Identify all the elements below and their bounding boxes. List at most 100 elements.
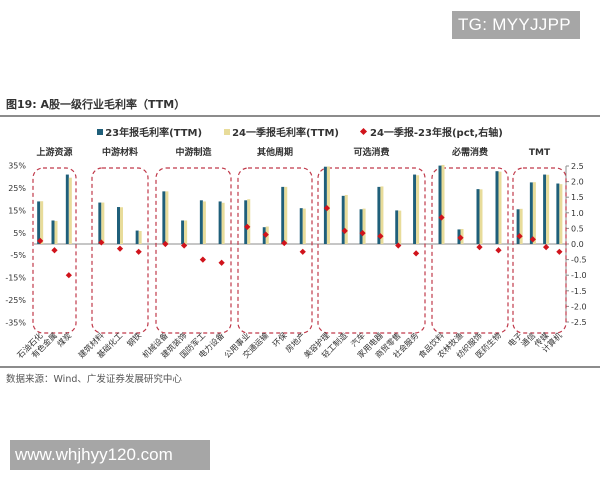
bar-23-annual [341, 195, 345, 244]
group-box [32, 167, 77, 334]
bar-23-annual [476, 189, 480, 244]
bar-24-q1 [184, 220, 188, 244]
bar-23-annual [98, 202, 102, 244]
legend-item-series1: 23年报毛利率(TTM) [97, 124, 202, 139]
group-box [237, 167, 313, 334]
diamond-change-marker [438, 214, 445, 221]
diamond-change-marker [162, 240, 169, 248]
bar-23-annual [516, 209, 520, 244]
bar-23-annual [377, 186, 381, 244]
diamond-change-marker [299, 248, 306, 255]
bar-23-annual [395, 210, 399, 244]
group-box [91, 167, 149, 334]
bar-24-q1 [284, 186, 288, 244]
figure-title: 图19: A股一级行业毛利率（TTM） [6, 98, 186, 111]
bar-24-q1 [559, 184, 563, 244]
y-left-tick-label: -35% [5, 318, 26, 327]
bar-23-annual [495, 171, 499, 244]
bar-23-annual [543, 174, 547, 244]
bar-23-annual [281, 186, 285, 244]
bar-23-annual [438, 165, 442, 244]
bar-23-annual [299, 208, 303, 244]
bar-24-q1 [398, 210, 402, 244]
group-box [317, 167, 426, 334]
diamond-change-marker [476, 244, 483, 251]
y-right-tick-label: 1.0 [571, 209, 584, 218]
bar-24-q1 [40, 201, 44, 244]
diamond-change-marker [281, 239, 288, 247]
watermark-top: TG: MYYJJPP [452, 11, 580, 39]
y-right-tick-label: -1.0 [571, 271, 587, 280]
y-right-tick-label: -2.5 [571, 318, 587, 327]
y-right-tick-label: -2.0 [571, 302, 587, 311]
group-box [512, 167, 567, 334]
y-left-tick-label: 25% [8, 184, 26, 193]
diamond-change-marker [218, 259, 225, 266]
data-source-note: 数据来源：Wind、广发证券发展研究中心 [6, 374, 182, 385]
bar-24-q1 [362, 208, 366, 244]
title-divider [0, 115, 600, 117]
group-label: 中游制造 [175, 146, 212, 158]
bar-23-annual [359, 209, 363, 244]
y-left-tick-label: 35% [8, 162, 26, 171]
legend-diamond-icon [359, 127, 368, 136]
bar-24-q1 [120, 207, 123, 244]
diamond-change-marker [116, 245, 124, 252]
bar-24-q1 [479, 189, 483, 244]
bar-24-q1 [344, 194, 348, 244]
category-label: 煤炭 [55, 330, 73, 348]
bar-23-annual [135, 230, 139, 244]
bottom-divider [0, 366, 600, 368]
group-label: 其他周期 [257, 146, 293, 158]
category-label: 钢铁 [125, 330, 143, 348]
diamond-change-marker [341, 227, 348, 235]
y-right-tick-label: 1.5 [571, 193, 584, 202]
legend-label-series2: 24一季报毛利率(TTM) [232, 128, 339, 139]
group-label: 可选消费 [353, 146, 389, 158]
y-right-tick-label: -0.5 [571, 256, 587, 265]
y-left-tick-label: 15% [8, 206, 26, 215]
y-left-tick-label: -25% [5, 296, 26, 305]
bar-chart: 35% 25% 15% 5% -5% -15% -25% -35% 2.5 2.0 1.5 1.0 0.… [5, 146, 587, 360]
y-right-tick-label: -1.5 [571, 287, 587, 296]
bar-24-q1 [54, 220, 58, 244]
bar-24-q1 [202, 201, 206, 244]
diamond-change-marker [543, 244, 550, 251]
diamond-change-marker [412, 250, 420, 257]
legend-item-series2: 24一季报毛利率(TTM) [224, 124, 339, 139]
group-box [431, 167, 509, 334]
bar-23-annual [117, 207, 120, 244]
group-label: 中游材料 [102, 146, 138, 158]
diamond-change-marker [65, 272, 72, 279]
diamond-change-marker [51, 247, 58, 254]
bar-24-q1 [416, 175, 420, 244]
legend-item-series3: 24一季报-23年报(pct,右轴) [359, 124, 503, 139]
diamond-change-marker [199, 256, 206, 263]
category-label: 房地产 [283, 330, 307, 354]
diamond-change-marker [457, 234, 464, 241]
legend-swatch-series1 [97, 128, 104, 135]
y-left-tick-label: -15% [5, 274, 26, 283]
chart-legend: 23年报毛利率(TTM) 24一季报毛利率(TTM) 24一季报-23年报(pc… [0, 124, 600, 139]
y-left-tick-label: -5% [10, 251, 26, 260]
diamond-change-marker [135, 248, 142, 255]
legend-label-series3: 24一季报-23年报(pct,右轴) [369, 128, 503, 139]
bar-24-q1 [165, 191, 169, 244]
bar-23-annual [51, 220, 55, 244]
y-right-tick-label: 2.0 [571, 178, 584, 187]
bar-23-annual [181, 220, 185, 244]
legend-swatch-series2 [224, 128, 231, 135]
diamond-change-marker [556, 248, 563, 255]
group-label: TMT [529, 148, 551, 158]
bar-24-q1 [247, 199, 251, 244]
bar-23-annual [413, 174, 417, 244]
diamond-change-marker [181, 242, 188, 249]
bar-24-q1 [101, 202, 105, 244]
bar-24-q1 [138, 231, 142, 244]
group-label: 必需消费 [451, 146, 488, 158]
bar-24-q1 [519, 208, 523, 244]
bar-24-q1 [441, 164, 445, 244]
bar-23-annual [65, 174, 69, 244]
chart-area: 35% 25% 15% 5% -5% -15% -25% -35% 2.5 2.0 1.5 1.0 0.… [0, 138, 600, 370]
legend-label-series1: 23年报毛利率(TTM) [105, 128, 203, 139]
